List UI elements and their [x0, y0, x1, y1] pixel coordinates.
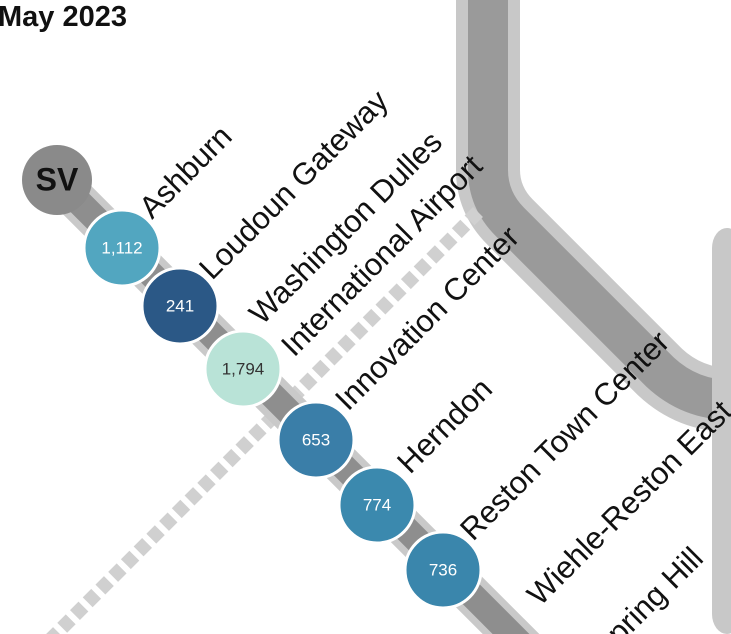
- line-badge: [22, 145, 92, 215]
- ridership-label: 1,794: [222, 359, 265, 378]
- station-label: Innovation Center: [328, 219, 526, 417]
- station-label: Herndon: [390, 371, 499, 480]
- station-marker: [337, 465, 417, 545]
- ridership-label: 241: [166, 296, 194, 315]
- station-marker: [203, 329, 283, 409]
- ridership-label: 1,112: [101, 238, 142, 257]
- station-label: Spring Hill: [585, 540, 710, 634]
- station-marker: [403, 530, 483, 610]
- dashed-line: [46, 207, 483, 634]
- station-marker: [82, 208, 162, 288]
- title: May 2023: [0, 1, 127, 33]
- station-label: Ashburn: [132, 119, 238, 225]
- side-line: [712, 228, 731, 634]
- line-badge-text: SV: [36, 161, 79, 197]
- ridership-label: 774: [363, 495, 391, 514]
- ridership-label: 653: [302, 430, 330, 449]
- station-marker: [140, 266, 220, 346]
- silver-line-trunk: [468, 0, 731, 420]
- station-marker: [276, 400, 356, 480]
- ridership-label: 736: [429, 560, 457, 579]
